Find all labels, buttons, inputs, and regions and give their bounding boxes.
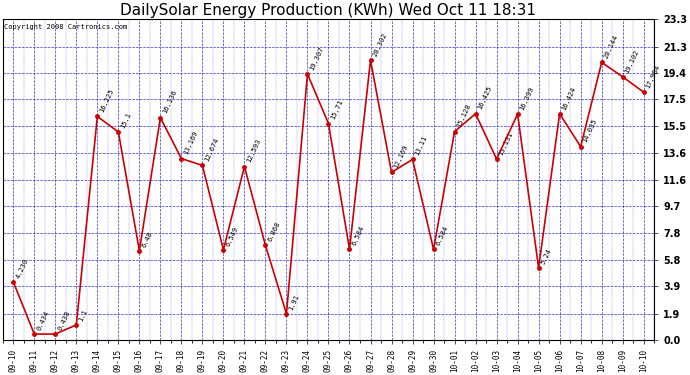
Text: 12.169: 12.169 [393, 144, 409, 170]
Text: 12.674: 12.674 [204, 137, 220, 163]
Text: 5.24: 5.24 [540, 247, 553, 265]
Text: 16.225: 16.225 [99, 88, 115, 114]
Text: 1.1: 1.1 [78, 308, 88, 322]
Text: 17.984: 17.984 [645, 64, 661, 89]
Text: 6.48: 6.48 [141, 230, 153, 248]
Text: 14.035: 14.035 [582, 118, 598, 144]
Text: 16.136: 16.136 [161, 89, 178, 115]
Text: 16.425: 16.425 [477, 85, 493, 111]
Text: 15.71: 15.71 [330, 99, 344, 121]
Text: 0.438: 0.438 [57, 309, 71, 331]
Text: 15.128: 15.128 [456, 103, 472, 129]
Text: 16.424: 16.424 [561, 85, 578, 111]
Text: 6.584: 6.584 [351, 225, 365, 246]
Text: 15.1: 15.1 [120, 111, 132, 129]
Text: 12.593: 12.593 [246, 138, 262, 164]
Text: 20.144: 20.144 [603, 34, 619, 60]
Text: 19.307: 19.307 [309, 45, 325, 71]
Text: 0.434: 0.434 [36, 309, 50, 331]
Text: Copyright 2008 Cartronics.com: Copyright 2008 Cartronics.com [4, 24, 128, 30]
Text: 13.11: 13.11 [414, 135, 428, 157]
Text: 13.169: 13.169 [183, 130, 199, 156]
Text: 1.91: 1.91 [288, 293, 300, 311]
Text: 20.302: 20.302 [372, 32, 388, 57]
Text: 6.868: 6.868 [267, 221, 282, 243]
Text: 4.230: 4.230 [14, 257, 29, 279]
Text: 16.399: 16.399 [519, 86, 535, 111]
Title: DailySolar Energy Production (KWh) Wed Oct 11 18:31: DailySolar Energy Production (KWh) Wed O… [121, 3, 537, 18]
Text: 19.102: 19.102 [624, 48, 640, 74]
Text: 13.131: 13.131 [498, 130, 514, 156]
Text: 6.584: 6.584 [435, 225, 449, 246]
Text: 6.549: 6.549 [225, 225, 239, 247]
